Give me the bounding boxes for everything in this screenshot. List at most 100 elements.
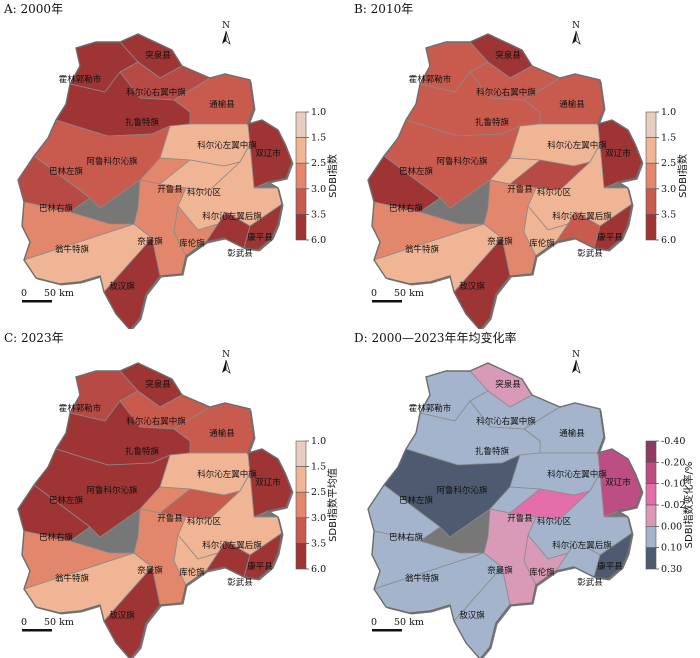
legend-tick: 3.0 bbox=[311, 184, 326, 195]
region-label-kezuozhong_you: 科尔沁右翼中旗 bbox=[126, 416, 186, 427]
scale-label: 50 km bbox=[44, 288, 74, 299]
region-label-aohan: 敖汉旗 bbox=[109, 610, 135, 621]
scale-zero: 0 bbox=[21, 288, 27, 299]
region-label-kezuozhong_you: 科尔沁右翼中旗 bbox=[126, 87, 186, 98]
region-label-kulun: 库伦旗 bbox=[529, 567, 555, 578]
region-label-tongyu: 通榆县 bbox=[209, 99, 235, 110]
region-label-kezuohou: 科尔沁左翼后旗 bbox=[552, 540, 612, 551]
region-label-zalute: 扎鲁特旗 bbox=[125, 117, 160, 128]
legend-tick: 2.5 bbox=[661, 158, 676, 169]
region-label-kailu: 开鲁县 bbox=[507, 513, 533, 524]
legend-tick: -0.02 bbox=[661, 500, 685, 511]
region-label-kezuohou: 科尔沁左翼后旗 bbox=[202, 540, 262, 551]
north-arrow-icon: N bbox=[572, 21, 581, 45]
north-arrow-icon: N bbox=[222, 350, 231, 374]
region-label-wengniute: 翁牛特旗 bbox=[55, 244, 90, 255]
panel-title: B: 2010年 bbox=[354, 2, 414, 16]
legend-swatch bbox=[295, 491, 307, 519]
region-label-alukeerqin: 阿鲁科尔沁旗 bbox=[86, 156, 138, 167]
region-label-balinyou: 巴林右旗 bbox=[389, 532, 424, 543]
legend-tick: 2.5 bbox=[311, 158, 326, 169]
map-border bbox=[17, 33, 293, 329]
legend-swatch bbox=[645, 137, 657, 164]
legend-tick: 6.0 bbox=[661, 235, 676, 246]
region-label-shuangliao: 双辽市 bbox=[605, 148, 631, 159]
legend-tick: 6.0 bbox=[311, 235, 326, 246]
region-label-balinzuo: 巴林左旗 bbox=[49, 166, 84, 177]
map-border bbox=[17, 362, 293, 658]
region-label-keerqin: 科尔沁区 bbox=[187, 516, 222, 527]
region-label-zalute: 扎鲁特旗 bbox=[475, 117, 510, 128]
legend-tick: -0.20 bbox=[661, 457, 685, 468]
legend-swatch bbox=[295, 162, 307, 190]
region-label-wengniute: 翁牛特旗 bbox=[55, 573, 90, 584]
region-label-kangping: 康平县 bbox=[247, 232, 273, 243]
legend-swatch bbox=[645, 162, 657, 190]
legend-swatch bbox=[295, 111, 307, 138]
region-label-tuquan: 突泉县 bbox=[495, 50, 521, 61]
region-label-balinyou: 巴林右旗 bbox=[39, 203, 74, 214]
scale-bar: 0 50 km bbox=[21, 617, 74, 632]
region-label-balinzuo: 巴林左旗 bbox=[399, 166, 434, 177]
region-label-zhangwu: 彰武县 bbox=[577, 577, 603, 588]
legend-swatch bbox=[645, 214, 657, 241]
region-label-kailu: 开鲁县 bbox=[157, 513, 183, 524]
region-label-kezuozhong: 科尔沁左翼中旗 bbox=[547, 469, 607, 480]
region-label-balinyou: 巴林右旗 bbox=[389, 203, 424, 214]
legend-swatch bbox=[295, 214, 307, 241]
legend-title: SDBI指数平均值 bbox=[326, 468, 339, 542]
north-label: N bbox=[572, 21, 580, 31]
region-label-kailu: 开鲁县 bbox=[507, 184, 533, 195]
region-label-alukeerqin: 阿鲁科尔沁旗 bbox=[436, 156, 488, 167]
legend-title: SDBI指数 bbox=[676, 154, 689, 198]
region-label-huolinguole: 霍林郭勒市 bbox=[59, 403, 102, 414]
region-label-tongyu: 通榆县 bbox=[559, 99, 585, 110]
legend-title: SDBI指数 bbox=[326, 154, 339, 198]
panel-b: 突泉县 霍林郭勒市 科尔沁右翼中旗 通榆县 扎鲁特旗 阿鲁科尔沁旗 巴林左旗 科尔沁左翼中旗双… bbox=[350, 0, 700, 329]
scale-bar: 0 50 km bbox=[21, 288, 74, 303]
legend-swatch bbox=[645, 440, 657, 463]
legend: 1.0 1.5 2.5 3.0 3.5 6.0 SDBI指数 bbox=[645, 107, 689, 246]
legend-swatch bbox=[645, 526, 657, 548]
region-label-huolinguole: 霍林郭勒市 bbox=[59, 74, 102, 85]
legend-tick: 1.0 bbox=[661, 107, 676, 118]
region-label-wengniute: 翁牛特旗 bbox=[405, 573, 440, 584]
region-label-balinzuo: 巴林左旗 bbox=[49, 495, 84, 506]
region-label-balinyou: 巴林右旗 bbox=[39, 532, 74, 543]
map-border bbox=[367, 362, 643, 658]
region-label-kezuozhong: 科尔沁左翼中旗 bbox=[197, 469, 257, 480]
region-label-balinzuo: 巴林左旗 bbox=[399, 495, 434, 506]
legend-tick: 3.0 bbox=[311, 513, 326, 524]
region-label-shuangliao: 双辽市 bbox=[255, 477, 281, 488]
legend-tick: 1.5 bbox=[661, 133, 676, 144]
legend: 1.0 1.5 2.5 3.0 3.5 6.0 SDBI指数平均值 bbox=[295, 436, 339, 575]
scale-zero: 0 bbox=[21, 617, 27, 628]
region-label-kezuozhong_you: 科尔沁右翼中旗 bbox=[476, 87, 536, 98]
region-label-naiman: 奈曼旗 bbox=[487, 565, 513, 576]
north-arrow-icon: N bbox=[572, 350, 581, 374]
region-label-keerqin: 科尔沁区 bbox=[537, 516, 572, 527]
panel-a: 突泉县 霍林郭勒市 科尔沁右翼中旗 通榆县 扎鲁特旗 阿鲁科尔沁旗 巴林左旗 科尔沁左翼中旗双… bbox=[0, 0, 350, 329]
scale-zero: 0 bbox=[371, 617, 377, 628]
scale-label: 50 km bbox=[44, 617, 74, 628]
legend-tick: 1.5 bbox=[311, 133, 326, 144]
legend-tick: 3.5 bbox=[311, 209, 326, 220]
region-label-kezuozhong: 科尔沁左翼中旗 bbox=[197, 140, 257, 151]
panel-title: D: 2000—2023年年均变化率 bbox=[354, 331, 517, 345]
scale-label: 50 km bbox=[394, 617, 424, 628]
region-label-kezuohou: 科尔沁左翼后旗 bbox=[552, 211, 612, 222]
region-label-kangping: 康平县 bbox=[597, 232, 623, 243]
legend-swatch bbox=[295, 517, 307, 544]
region-label-huolinguole: 霍林郭勒市 bbox=[409, 74, 452, 85]
region-label-tongyu: 通榆县 bbox=[559, 428, 585, 439]
region-label-keerqin: 科尔沁区 bbox=[537, 187, 572, 198]
legend-title: SDBI指数变化率/% bbox=[682, 462, 695, 549]
panel-d: 突泉县 霍林郭勒市 科尔沁右翼中旗 通榆县 扎鲁特旗 阿鲁科尔沁旗 巴林左旗 科尔沁左翼中旗双… bbox=[350, 329, 700, 658]
region-label-aohan: 敖汉旗 bbox=[459, 610, 485, 621]
scale-zero: 0 bbox=[371, 288, 377, 299]
legend: 1.0 1.5 2.5 3.0 3.5 6.0 SDBI指数 bbox=[295, 107, 339, 246]
region-label-naiman: 奈曼旗 bbox=[137, 565, 163, 576]
region-label-zhangwu: 彰武县 bbox=[577, 248, 603, 259]
panel-title: C: 2023年 bbox=[4, 331, 64, 345]
